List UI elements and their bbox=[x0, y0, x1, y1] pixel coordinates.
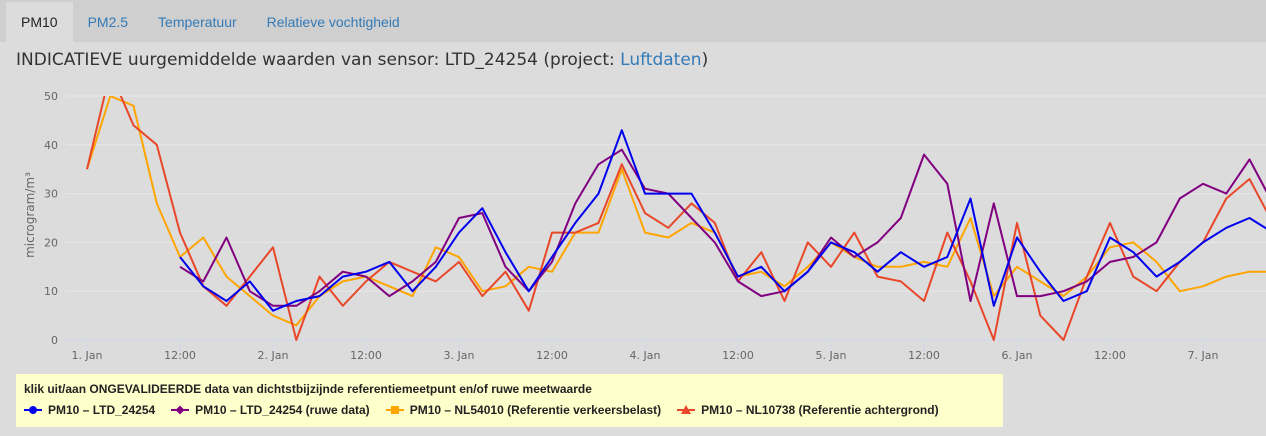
legend-title: klik uit/aan ONGEVALIDEERDE data van dic… bbox=[24, 382, 592, 396]
tab-temperatuur[interactable]: Temperatuur bbox=[158, 14, 237, 30]
y-tick-label: 10 bbox=[44, 285, 58, 298]
tab-pm2-5[interactable]: PM2.5 bbox=[87, 14, 129, 30]
legend-item-2[interactable]: PM10 – LTD_24254 (ruwe data) bbox=[171, 403, 370, 417]
y-tick-label: 50 bbox=[44, 90, 58, 103]
legend-items: PM10 – LTD_24254 PM10 – LTD_24254 (ruwe d… bbox=[24, 403, 995, 417]
x-tick-label: 2. Jan bbox=[258, 349, 289, 362]
legend-item-label: PM10 – LTD_24254 (ruwe data) bbox=[195, 403, 370, 417]
x-tick-label: 3. Jan bbox=[444, 349, 475, 362]
x-tick-label: 12:00 bbox=[1094, 349, 1126, 362]
y-tick-label: 30 bbox=[44, 188, 58, 201]
x-tick-label: 5. Jan bbox=[816, 349, 847, 362]
legend-item-label: PM10 – NL54010 (Referentie verkeersbelas… bbox=[409, 403, 662, 417]
legend-item-label: PM10 – LTD_24254 bbox=[48, 403, 156, 417]
square-marker-icon bbox=[385, 405, 404, 415]
x-tick-label: 12:00 bbox=[722, 349, 754, 362]
pm10-line-chart: 0 10 20 30 40 50 1. Jan 12:00 2. Jan 12:00 3. Jan… bbox=[23, 90, 1266, 362]
y-tick-label: 40 bbox=[44, 139, 58, 152]
series-line-4 bbox=[86, 96, 1266, 341]
x-tick-label: 12:00 bbox=[536, 349, 568, 362]
series-line-1 bbox=[179, 129, 1266, 312]
x-tick-label: 7. Jan bbox=[1188, 349, 1219, 362]
y-tick-label: 20 bbox=[44, 236, 58, 249]
legend-box: klik uit/aan ONGEVALIDEERDE data van dic… bbox=[16, 374, 1003, 427]
y-tick-label: 0 bbox=[51, 334, 58, 347]
project-link[interactable]: Luftdaten bbox=[620, 50, 702, 70]
tab-pm10[interactable]: PM10 bbox=[6, 2, 73, 42]
x-tick-label: 1. Jan bbox=[72, 349, 103, 362]
legend-item-4[interactable]: PM10 – NL10738 (Referentie achtergrond) bbox=[677, 403, 939, 417]
title-prefix: INDICATIEVE uurgemiddelde waarden van se… bbox=[16, 50, 621, 70]
x-tick-label: 4. Jan bbox=[630, 349, 661, 362]
x-axis: 1. Jan 12:00 2. Jan 12:00 3. Jan 12:00 4. Jan 1… bbox=[66, 339, 1266, 362]
legend-item-1[interactable]: PM10 – LTD_24254 bbox=[24, 403, 155, 417]
series-lines bbox=[86, 96, 1266, 341]
x-tick-label: 12:00 bbox=[908, 349, 940, 362]
diamond-marker-icon bbox=[171, 405, 190, 415]
legend-item-label: PM10 – NL10738 (Referentie achtergrond) bbox=[701, 403, 939, 417]
x-tick-label: 12:00 bbox=[164, 349, 196, 362]
y-axis-ticks: 0 10 20 30 40 50 bbox=[44, 90, 58, 347]
tab-relatieve-vochtigheid[interactable]: Relatieve vochtigheid bbox=[266, 14, 400, 30]
legend-item-3[interactable]: PM10 – NL54010 (Referentie verkeersbelas… bbox=[385, 403, 662, 417]
y-axis-title: microgram/m³ bbox=[23, 172, 37, 258]
series-line-2 bbox=[179, 148, 1266, 307]
tab-bar: PM10 PM2.5 Temperatuur Relatieve vochtig… bbox=[0, 0, 1266, 42]
x-tick-label: 6. Jan bbox=[1002, 349, 1033, 362]
circle-marker-icon bbox=[24, 405, 42, 415]
x-tick-label: 12:00 bbox=[350, 349, 382, 362]
title-suffix: ) bbox=[701, 50, 709, 70]
page-title: INDICATIEVE uurgemiddelde waarden van se… bbox=[16, 50, 708, 70]
triangle-marker-icon bbox=[677, 405, 696, 415]
